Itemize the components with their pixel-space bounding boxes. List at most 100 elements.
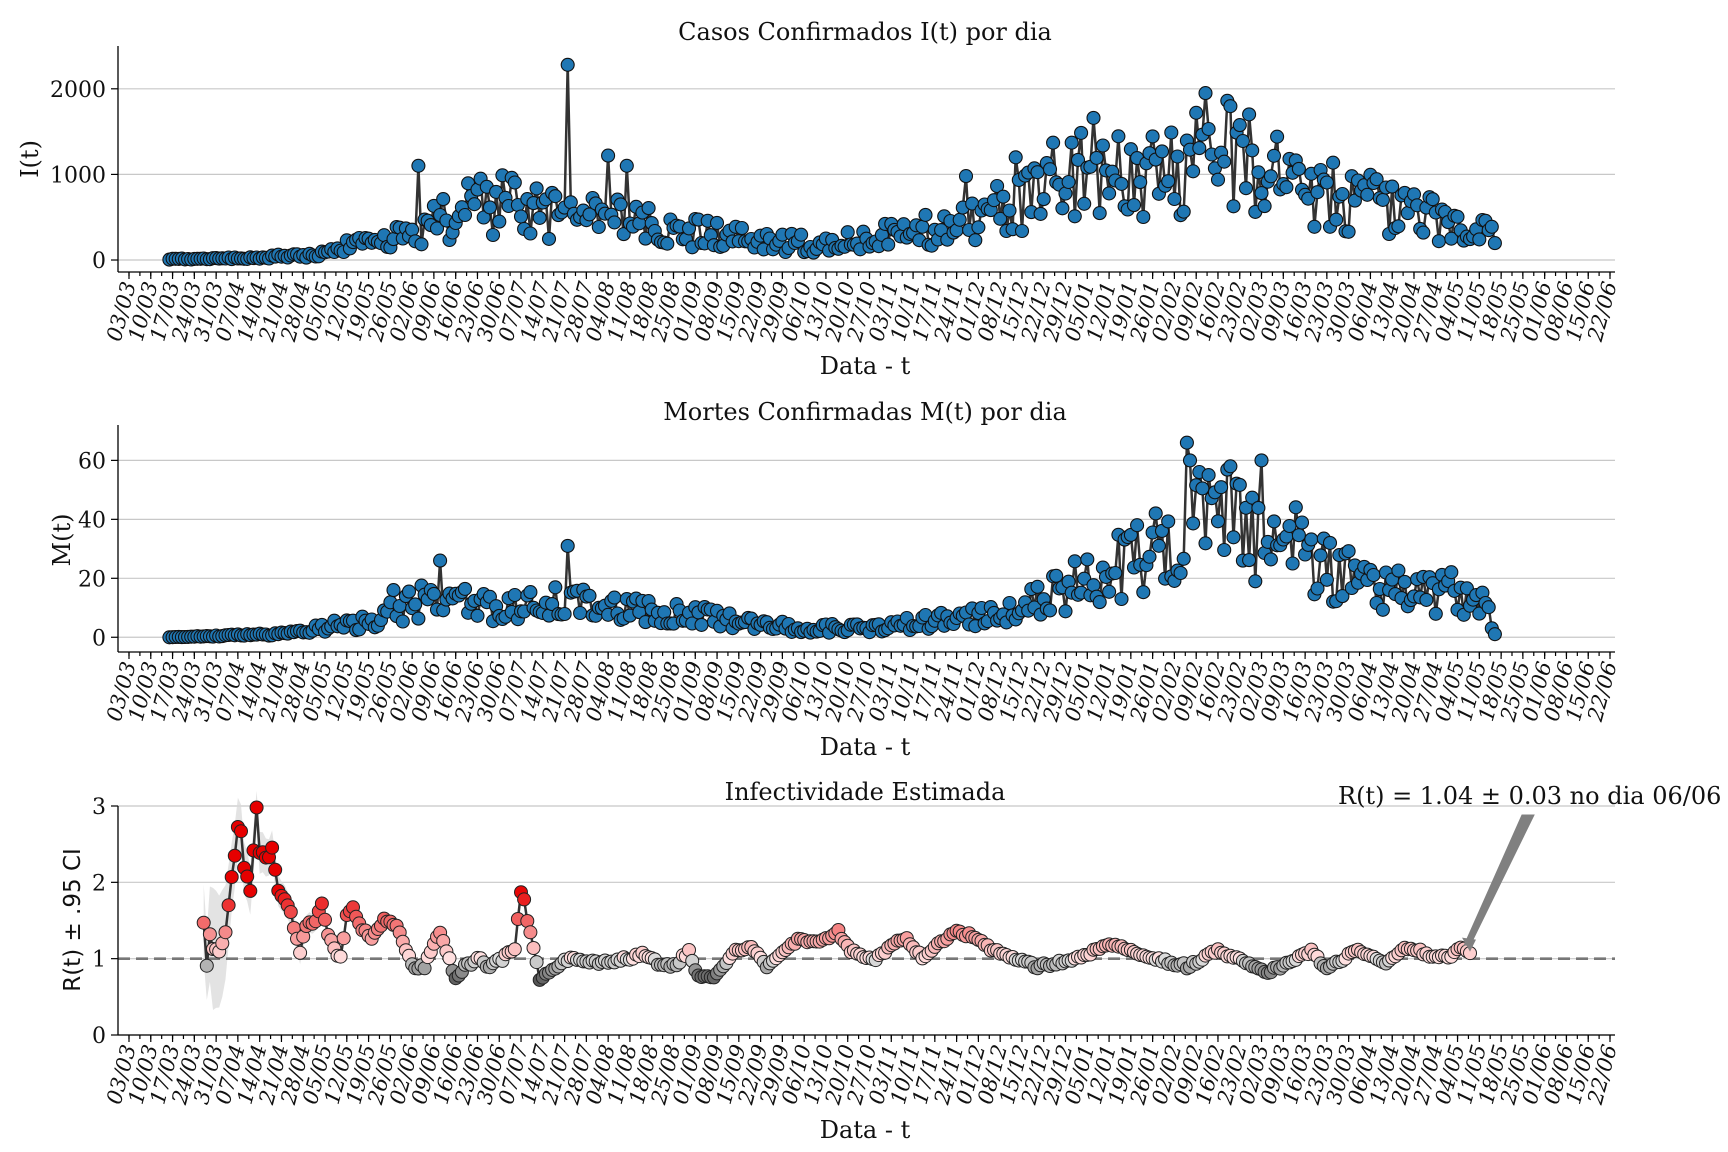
data-point: [709, 215, 725, 230]
data-point: [482, 200, 497, 215]
data-point: [541, 231, 557, 246]
data-point: [513, 209, 529, 224]
data-point: [557, 606, 572, 622]
data-point: [1245, 490, 1260, 505]
data-point: [1360, 187, 1375, 202]
data-point: [915, 219, 930, 234]
data-point: [314, 896, 329, 911]
data-point: [523, 226, 538, 241]
data-point: [1291, 161, 1306, 176]
data-point: [442, 951, 457, 966]
data-point: [1425, 192, 1440, 207]
data-point: [1322, 535, 1338, 550]
data-point: [265, 840, 280, 855]
panel-cases: Casos Confirmados I(t) por dia 0 1000 2000…: [16, 18, 1622, 380]
data-point: [1179, 435, 1194, 450]
data-point: [433, 553, 448, 568]
data-point: [1326, 155, 1341, 170]
data-point: [1217, 154, 1232, 169]
data-point: [545, 597, 560, 612]
data-point: [1161, 174, 1176, 189]
data-point: [429, 221, 445, 236]
data-point: [336, 931, 351, 946]
data-point: [485, 227, 501, 243]
y-tick-label-2000: 2000: [50, 78, 106, 103]
data-point: [1242, 107, 1257, 122]
data-point: [411, 158, 426, 173]
data-point: [196, 915, 211, 930]
data-point: [426, 586, 441, 601]
data-point: [529, 955, 544, 970]
y-ticks-deaths: 0 20 40 60: [78, 449, 118, 651]
data-point: [1288, 500, 1303, 515]
annotation-arrow: [1462, 814, 1535, 947]
data-point: [395, 614, 410, 629]
data-point: [1397, 574, 1412, 589]
data-point: [1042, 162, 1058, 177]
x-axis-label-cases: Data - t: [820, 352, 911, 380]
data-point: [1198, 536, 1213, 551]
data-point: [405, 222, 420, 237]
y-tick-label-0: 0: [92, 1024, 106, 1049]
x-ticks-cases: 03/0310/0317/0324/0331/0307/0414/0421/04…: [102, 272, 1622, 345]
data-point: [1114, 176, 1129, 191]
data-point: [1366, 567, 1381, 583]
data-point: [1049, 568, 1064, 583]
data-point: [1055, 201, 1070, 216]
data-point: [1195, 481, 1210, 496]
data-point: [1089, 150, 1104, 165]
data-point: [952, 212, 967, 227]
data-point: [918, 207, 933, 222]
data-point: [333, 949, 348, 964]
data-point: [1102, 584, 1117, 599]
data-point: [532, 210, 547, 225]
chart-title-cases: Casos Confirmados I(t) por dia: [678, 18, 1052, 46]
data-point: [1307, 219, 1322, 234]
data-point: [492, 214, 507, 229]
data-point: [1167, 191, 1182, 207]
data-point: [1238, 181, 1254, 196]
series-cases: [162, 57, 1502, 267]
data-point: [467, 197, 482, 212]
data-point: [1036, 192, 1051, 207]
data-point: [641, 201, 656, 216]
data-point: [526, 941, 541, 955]
data-point: [1046, 135, 1061, 150]
data-point: [1186, 164, 1201, 179]
data-point: [318, 912, 332, 927]
data-point: [616, 227, 631, 242]
data-point: [1428, 606, 1443, 621]
data-point: [1201, 121, 1216, 137]
data-point: [1176, 204, 1191, 219]
data-point: [840, 225, 855, 240]
data-point: [1226, 530, 1241, 545]
data-point: [1030, 579, 1045, 594]
data-point: [401, 584, 417, 599]
y-tick-label-0: 0: [92, 626, 106, 651]
data-point: [613, 197, 628, 212]
series-line: [202, 807, 1471, 983]
data-point: [1319, 572, 1334, 587]
data-point: [1270, 129, 1285, 144]
confidence-band-rt: [203, 790, 1471, 1010]
data-point: [1214, 480, 1229, 495]
chart-title-rt: Infectividade Estimada: [725, 778, 1006, 806]
data-point: [268, 862, 283, 877]
data-point: [1484, 219, 1499, 234]
data-point: [1251, 500, 1266, 515]
annotation-text: R(t) = 1.04 ± 0.03 no dia 06/06: [1338, 782, 1721, 810]
data-point: [1341, 224, 1356, 239]
data-point: [1248, 574, 1263, 589]
data-point: [1074, 125, 1089, 140]
data-point: [1217, 542, 1232, 558]
series-rt: [196, 800, 1477, 987]
data-point: [1419, 592, 1434, 607]
data-point: [234, 824, 248, 839]
y-tick-label-1: 1: [92, 948, 106, 973]
data-point: [1232, 477, 1247, 492]
data-point: [227, 848, 242, 863]
data-point: [563, 195, 578, 210]
data-point: [1235, 133, 1250, 149]
data-point: [1058, 604, 1073, 619]
